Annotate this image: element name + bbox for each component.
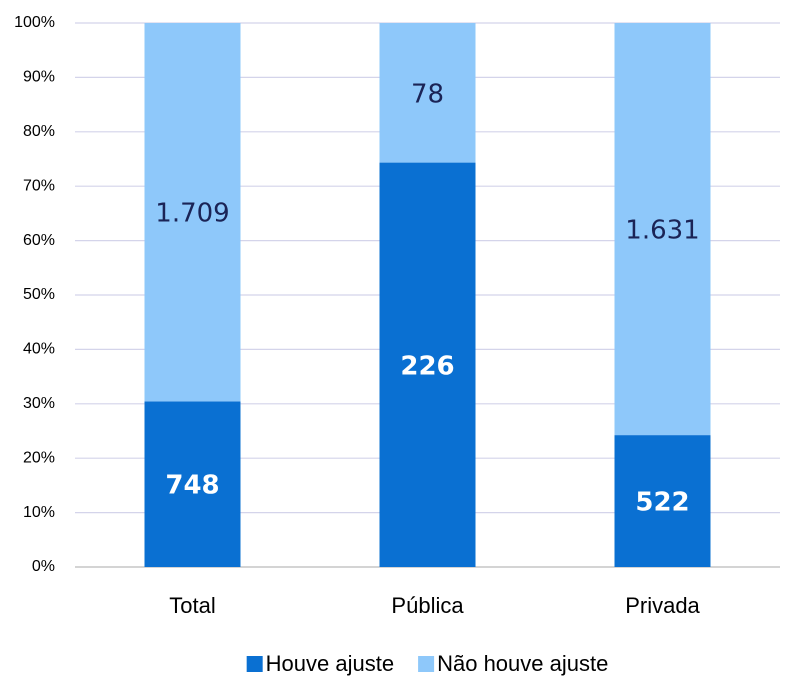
x-tick-label: Pública: [391, 593, 464, 618]
bar-segment: [614, 435, 711, 567]
y-tick-label: 10%: [23, 504, 55, 521]
bar-segment: [144, 23, 241, 402]
y-tick-label: 30%: [23, 395, 55, 412]
value-label: 226: [400, 351, 454, 381]
y-tick-label: 0%: [32, 558, 55, 575]
bar-segment: [614, 23, 711, 436]
value-label: 1.631: [625, 216, 699, 246]
bar-segment: [379, 162, 476, 567]
bar-segment: [144, 401, 241, 567]
legend-swatch: [418, 656, 435, 672]
y-tick-label: 70%: [23, 177, 55, 194]
value-label: 78: [411, 79, 444, 109]
y-tick-label: 50%: [23, 286, 55, 303]
y-tick-label: 80%: [23, 123, 55, 140]
legend-label: Não houve ajuste: [437, 651, 608, 676]
y-tick-label: 90%: [23, 69, 55, 86]
y-tick-label: 60%: [23, 232, 55, 249]
legend-label: Houve ajuste: [266, 651, 394, 676]
y-tick-label: 100%: [14, 14, 55, 31]
value-label: 522: [635, 488, 689, 518]
value-label: 1.709: [155, 199, 229, 229]
legend-swatch: [246, 656, 263, 672]
value-label: 748: [165, 471, 219, 501]
bar-segment: [379, 23, 476, 163]
x-tick-label: Privada: [625, 593, 700, 618]
y-tick-label: 40%: [23, 341, 55, 358]
y-tick-label: 20%: [23, 449, 55, 466]
x-tick-label: Total: [169, 593, 215, 618]
